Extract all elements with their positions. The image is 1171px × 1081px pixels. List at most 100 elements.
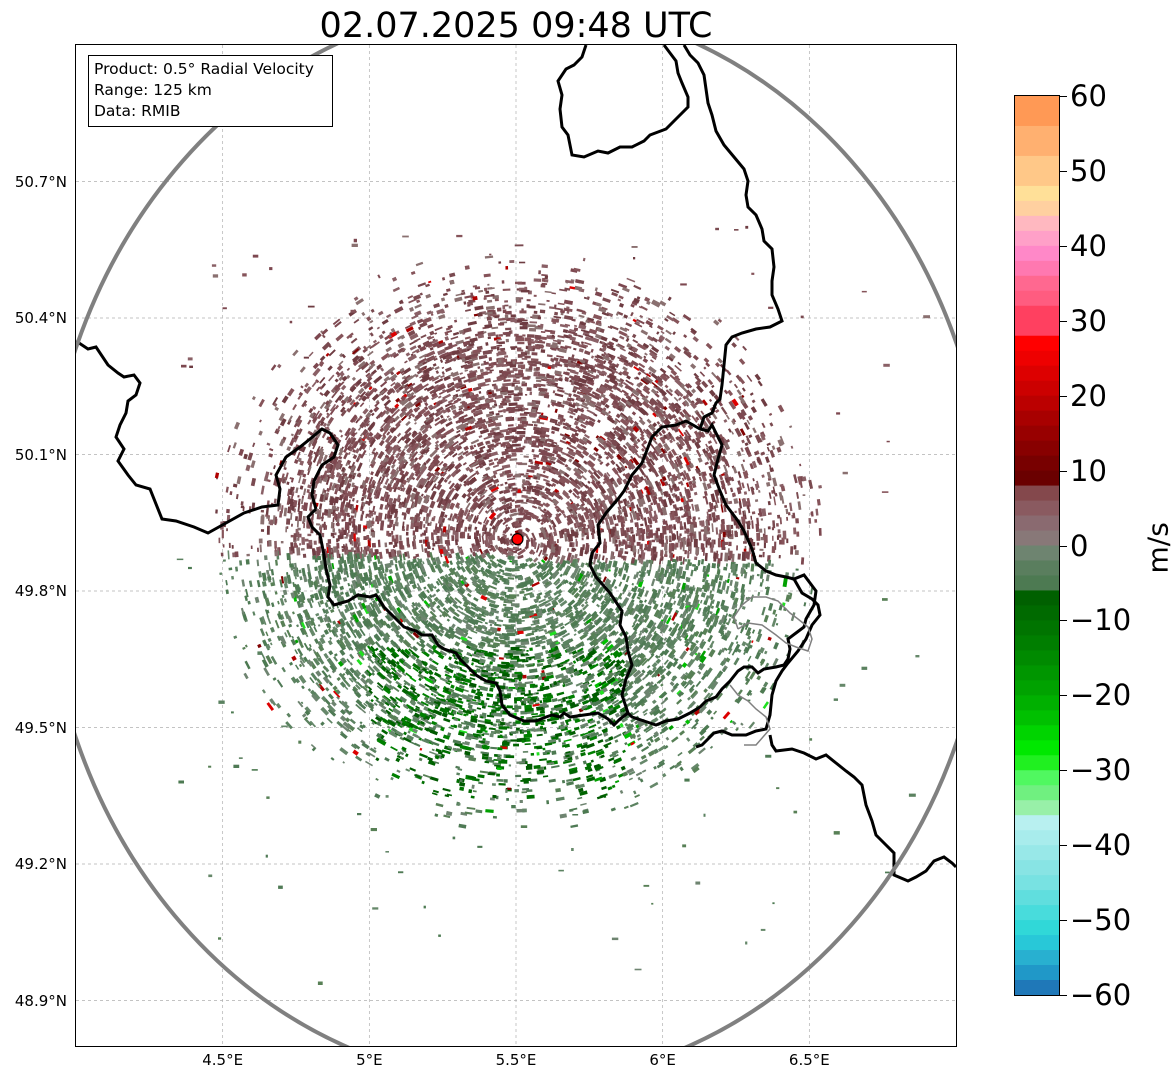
velocity-echo — [543, 730, 548, 734]
velocity-echo — [374, 793, 381, 799]
velocity-echo — [763, 681, 769, 688]
velocity-echo — [576, 495, 581, 500]
velocity-echo — [293, 533, 297, 542]
velocity-echo — [511, 452, 517, 457]
velocity-echo — [697, 517, 701, 520]
velocity-echo — [581, 533, 585, 537]
velocity-echo — [434, 466, 441, 473]
velocity-echo — [307, 533, 312, 537]
velocity-echo — [341, 519, 344, 522]
velocity-echo — [665, 389, 673, 397]
velocity-echo — [619, 789, 624, 794]
velocity-echo — [339, 391, 344, 396]
velocity-echo — [580, 751, 586, 757]
velocity-echo — [425, 642, 434, 650]
velocity-echo — [737, 553, 741, 560]
velocity-echo — [632, 710, 639, 716]
velocity-echo — [269, 626, 275, 633]
velocity-echo — [715, 408, 720, 414]
velocity-echo — [525, 394, 528, 396]
velocity-echo — [768, 492, 772, 499]
velocity-echo — [703, 490, 708, 497]
velocity-echo — [305, 634, 309, 638]
velocity-echo — [275, 702, 282, 709]
velocity-echo — [232, 483, 238, 488]
radar-map[interactable] — [76, 45, 956, 1046]
velocity-echo — [248, 580, 253, 588]
velocity-echo — [343, 452, 349, 460]
velocity-echo — [735, 641, 739, 644]
velocity-echo — [623, 805, 629, 810]
velocity-echo — [402, 528, 406, 532]
velocity-echo — [539, 725, 544, 730]
velocity-echo — [584, 600, 589, 605]
velocity-echo — [754, 651, 762, 660]
velocity-echo — [789, 425, 793, 429]
velocity-echo — [756, 542, 760, 546]
velocity-echo — [691, 503, 695, 511]
velocity-echo — [604, 403, 610, 409]
velocity-echo — [268, 562, 271, 572]
velocity-echo — [818, 485, 822, 489]
velocity-echo — [367, 350, 374, 357]
velocity-echo — [429, 776, 439, 782]
velocity-echo — [433, 302, 441, 309]
velocity-echo — [625, 322, 633, 328]
velocity-echo — [658, 431, 663, 437]
velocity-echo — [299, 543, 301, 546]
velocity-echo — [571, 689, 578, 695]
velocity-echo — [626, 335, 630, 339]
velocity-echo — [434, 416, 441, 422]
velocity-echo — [384, 701, 390, 707]
velocity-echo — [330, 608, 335, 613]
velocity-echo — [346, 437, 351, 443]
velocity-echo — [737, 689, 743, 696]
velocity-echo — [733, 383, 739, 389]
velocity-echo — [521, 791, 528, 794]
velocity-echo — [407, 609, 413, 616]
velocity-echo — [519, 326, 528, 330]
velocity-echo — [527, 324, 536, 328]
velocity-echo — [356, 658, 363, 666]
velocity-echo — [500, 348, 503, 351]
velocity-echo — [303, 488, 307, 496]
velocity-echo — [409, 345, 417, 351]
velocity-echo — [488, 619, 495, 625]
velocity-echo — [714, 362, 721, 368]
velocity-echo — [767, 636, 772, 641]
velocity-echo — [736, 450, 742, 457]
velocity-echo — [587, 672, 592, 677]
velocity-echo — [593, 589, 597, 594]
velocity-echo — [725, 585, 730, 594]
velocity-echo — [530, 752, 535, 756]
velocity-echo — [330, 522, 334, 529]
velocity-echo — [459, 372, 463, 375]
velocity-echo — [713, 552, 717, 562]
velocity-echo — [757, 591, 761, 597]
velocity-echo — [369, 319, 374, 324]
velocity-echo — [665, 535, 668, 540]
velocity-echo — [760, 451, 766, 456]
velocity-echo — [330, 756, 335, 761]
velocity-echo — [637, 549, 640, 554]
velocity-echo — [313, 592, 320, 601]
velocity-echo — [470, 689, 477, 694]
velocity-echo — [292, 499, 298, 508]
velocity-echo — [681, 662, 688, 668]
velocity-echo — [533, 278, 542, 282]
velocity-echo — [265, 507, 269, 516]
velocity-echo — [660, 683, 664, 687]
velocity-echo — [320, 721, 325, 726]
velocity-echo — [434, 541, 438, 545]
velocity-echo — [418, 752, 428, 759]
velocity-echo — [384, 573, 387, 577]
velocity-echo — [542, 775, 549, 778]
velocity-echo — [290, 534, 294, 538]
velocity-echo — [422, 773, 431, 779]
velocity-echo — [760, 518, 764, 521]
velocity-echo — [479, 686, 489, 692]
velocity-echo — [705, 595, 710, 602]
velocity-echo — [454, 641, 461, 647]
velocity-echo — [246, 553, 250, 557]
velocity-echo — [455, 388, 461, 393]
